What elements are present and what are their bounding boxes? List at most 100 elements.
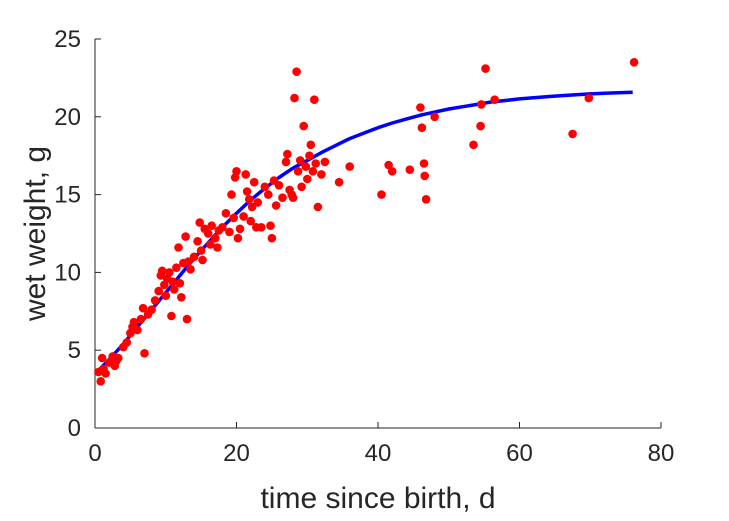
y-tick-label: 5 bbox=[68, 337, 81, 364]
x-tick-label: 20 bbox=[223, 440, 250, 467]
y-tick-label: 25 bbox=[54, 26, 81, 53]
data-point bbox=[218, 223, 227, 232]
data-point bbox=[430, 112, 439, 122]
data-point bbox=[568, 129, 577, 139]
data-point bbox=[311, 159, 321, 168]
data-point bbox=[206, 240, 215, 249]
data-point bbox=[288, 193, 298, 202]
data-point bbox=[122, 338, 132, 347]
data-point bbox=[283, 149, 292, 159]
data-point bbox=[213, 243, 222, 252]
data-point bbox=[281, 157, 291, 167]
data-point bbox=[246, 216, 255, 226]
data-point bbox=[211, 233, 220, 243]
data-point bbox=[267, 233, 277, 243]
data-point bbox=[221, 209, 231, 218]
data-point bbox=[136, 314, 146, 324]
data-point bbox=[227, 190, 236, 199]
data-point bbox=[97, 353, 107, 363]
data-point bbox=[260, 182, 270, 192]
data-point bbox=[244, 195, 254, 204]
data-point bbox=[299, 121, 309, 131]
data-point bbox=[384, 160, 393, 170]
x-tick-label: 80 bbox=[648, 440, 675, 467]
data-point bbox=[229, 213, 238, 223]
data-point bbox=[96, 377, 105, 386]
data-point bbox=[239, 212, 248, 221]
data-point bbox=[476, 121, 485, 131]
data-point bbox=[293, 167, 303, 176]
data-point bbox=[175, 279, 185, 288]
data-point bbox=[266, 221, 275, 230]
data-point bbox=[172, 263, 181, 273]
y-tick-label: 20 bbox=[54, 104, 81, 131]
data-point bbox=[242, 187, 252, 196]
x-ticks: 0 20 40 60 80 bbox=[88, 422, 674, 467]
data-point bbox=[421, 195, 431, 204]
fit-curve-layer bbox=[97, 90, 633, 372]
data-point bbox=[140, 349, 149, 358]
data-point bbox=[133, 325, 142, 335]
axes bbox=[94, 39, 661, 429]
data-point bbox=[203, 229, 213, 238]
x-tick-label: 60 bbox=[506, 440, 533, 467]
x-tick-label: 40 bbox=[365, 440, 392, 467]
data-point bbox=[232, 167, 241, 176]
y-tick-label: 10 bbox=[54, 259, 81, 286]
y-axis-label: wet weight, g bbox=[19, 146, 52, 322]
data-point bbox=[420, 171, 430, 181]
y-tick-label: 15 bbox=[54, 182, 81, 209]
data-point bbox=[138, 303, 148, 313]
data-point bbox=[301, 162, 311, 171]
data-point bbox=[165, 268, 174, 277]
data-point bbox=[629, 58, 639, 67]
y-tick-label: 0 bbox=[68, 415, 81, 442]
data-point bbox=[290, 93, 299, 103]
data-point bbox=[271, 201, 281, 210]
data-point bbox=[225, 227, 234, 237]
data-point bbox=[253, 198, 262, 207]
data-point bbox=[186, 265, 195, 274]
data-point bbox=[313, 202, 323, 212]
data-point bbox=[184, 257, 193, 266]
data-point bbox=[417, 123, 427, 132]
data-point bbox=[416, 103, 425, 112]
data-point bbox=[264, 190, 273, 199]
data-point bbox=[167, 311, 176, 321]
data-point bbox=[233, 233, 243, 243]
y-ticks: 0 5 10 15 20 25 bbox=[54, 26, 101, 442]
data-point bbox=[308, 167, 318, 176]
data-point bbox=[419, 159, 429, 168]
data-point bbox=[157, 266, 167, 276]
data-point bbox=[278, 193, 287, 202]
data-point bbox=[189, 252, 199, 262]
fit-curve bbox=[97, 90, 633, 372]
data-point bbox=[168, 277, 178, 287]
data-point bbox=[129, 317, 139, 327]
data-point bbox=[490, 95, 500, 104]
data-point bbox=[177, 293, 186, 302]
data-point bbox=[297, 182, 306, 192]
data-point bbox=[174, 243, 183, 252]
x-tick-label: 0 bbox=[88, 440, 101, 467]
data-point bbox=[147, 305, 156, 315]
data-point bbox=[405, 165, 415, 174]
data-point bbox=[292, 67, 301, 76]
data-point bbox=[249, 177, 259, 187]
data-point bbox=[195, 218, 204, 227]
data-point bbox=[377, 190, 386, 199]
data-point bbox=[207, 221, 216, 230]
data-point bbox=[193, 237, 202, 246]
data-point bbox=[303, 174, 312, 184]
data-point bbox=[161, 291, 171, 301]
data-point bbox=[257, 223, 266, 232]
data-point bbox=[101, 369, 110, 378]
data-point bbox=[295, 156, 305, 165]
data-point bbox=[196, 246, 206, 255]
data-point bbox=[477, 100, 486, 109]
data-point bbox=[235, 224, 245, 234]
data-point bbox=[334, 177, 344, 187]
data-point bbox=[169, 285, 179, 294]
data-point bbox=[306, 140, 316, 150]
